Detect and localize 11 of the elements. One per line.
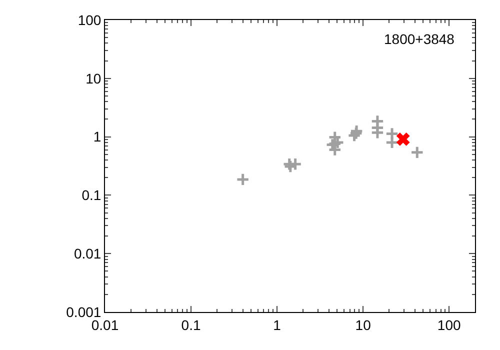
- y-tick-label: 0.001: [66, 304, 102, 320]
- y-tick-label: 0.01: [74, 246, 102, 262]
- y-tick-label: 10: [86, 70, 102, 86]
- y-tick-label: 100: [78, 12, 102, 28]
- x-tick-label: 0.1: [181, 316, 201, 333]
- y-tick-label: 0.1: [82, 187, 102, 204]
- x-tick-label: 100: [437, 316, 461, 333]
- x-tick-label: 10: [355, 316, 372, 333]
- x-tick-label: 1: [273, 316, 282, 333]
- y-tick-label: 1: [93, 128, 102, 145]
- annotation: 1800+3848: [384, 31, 455, 47]
